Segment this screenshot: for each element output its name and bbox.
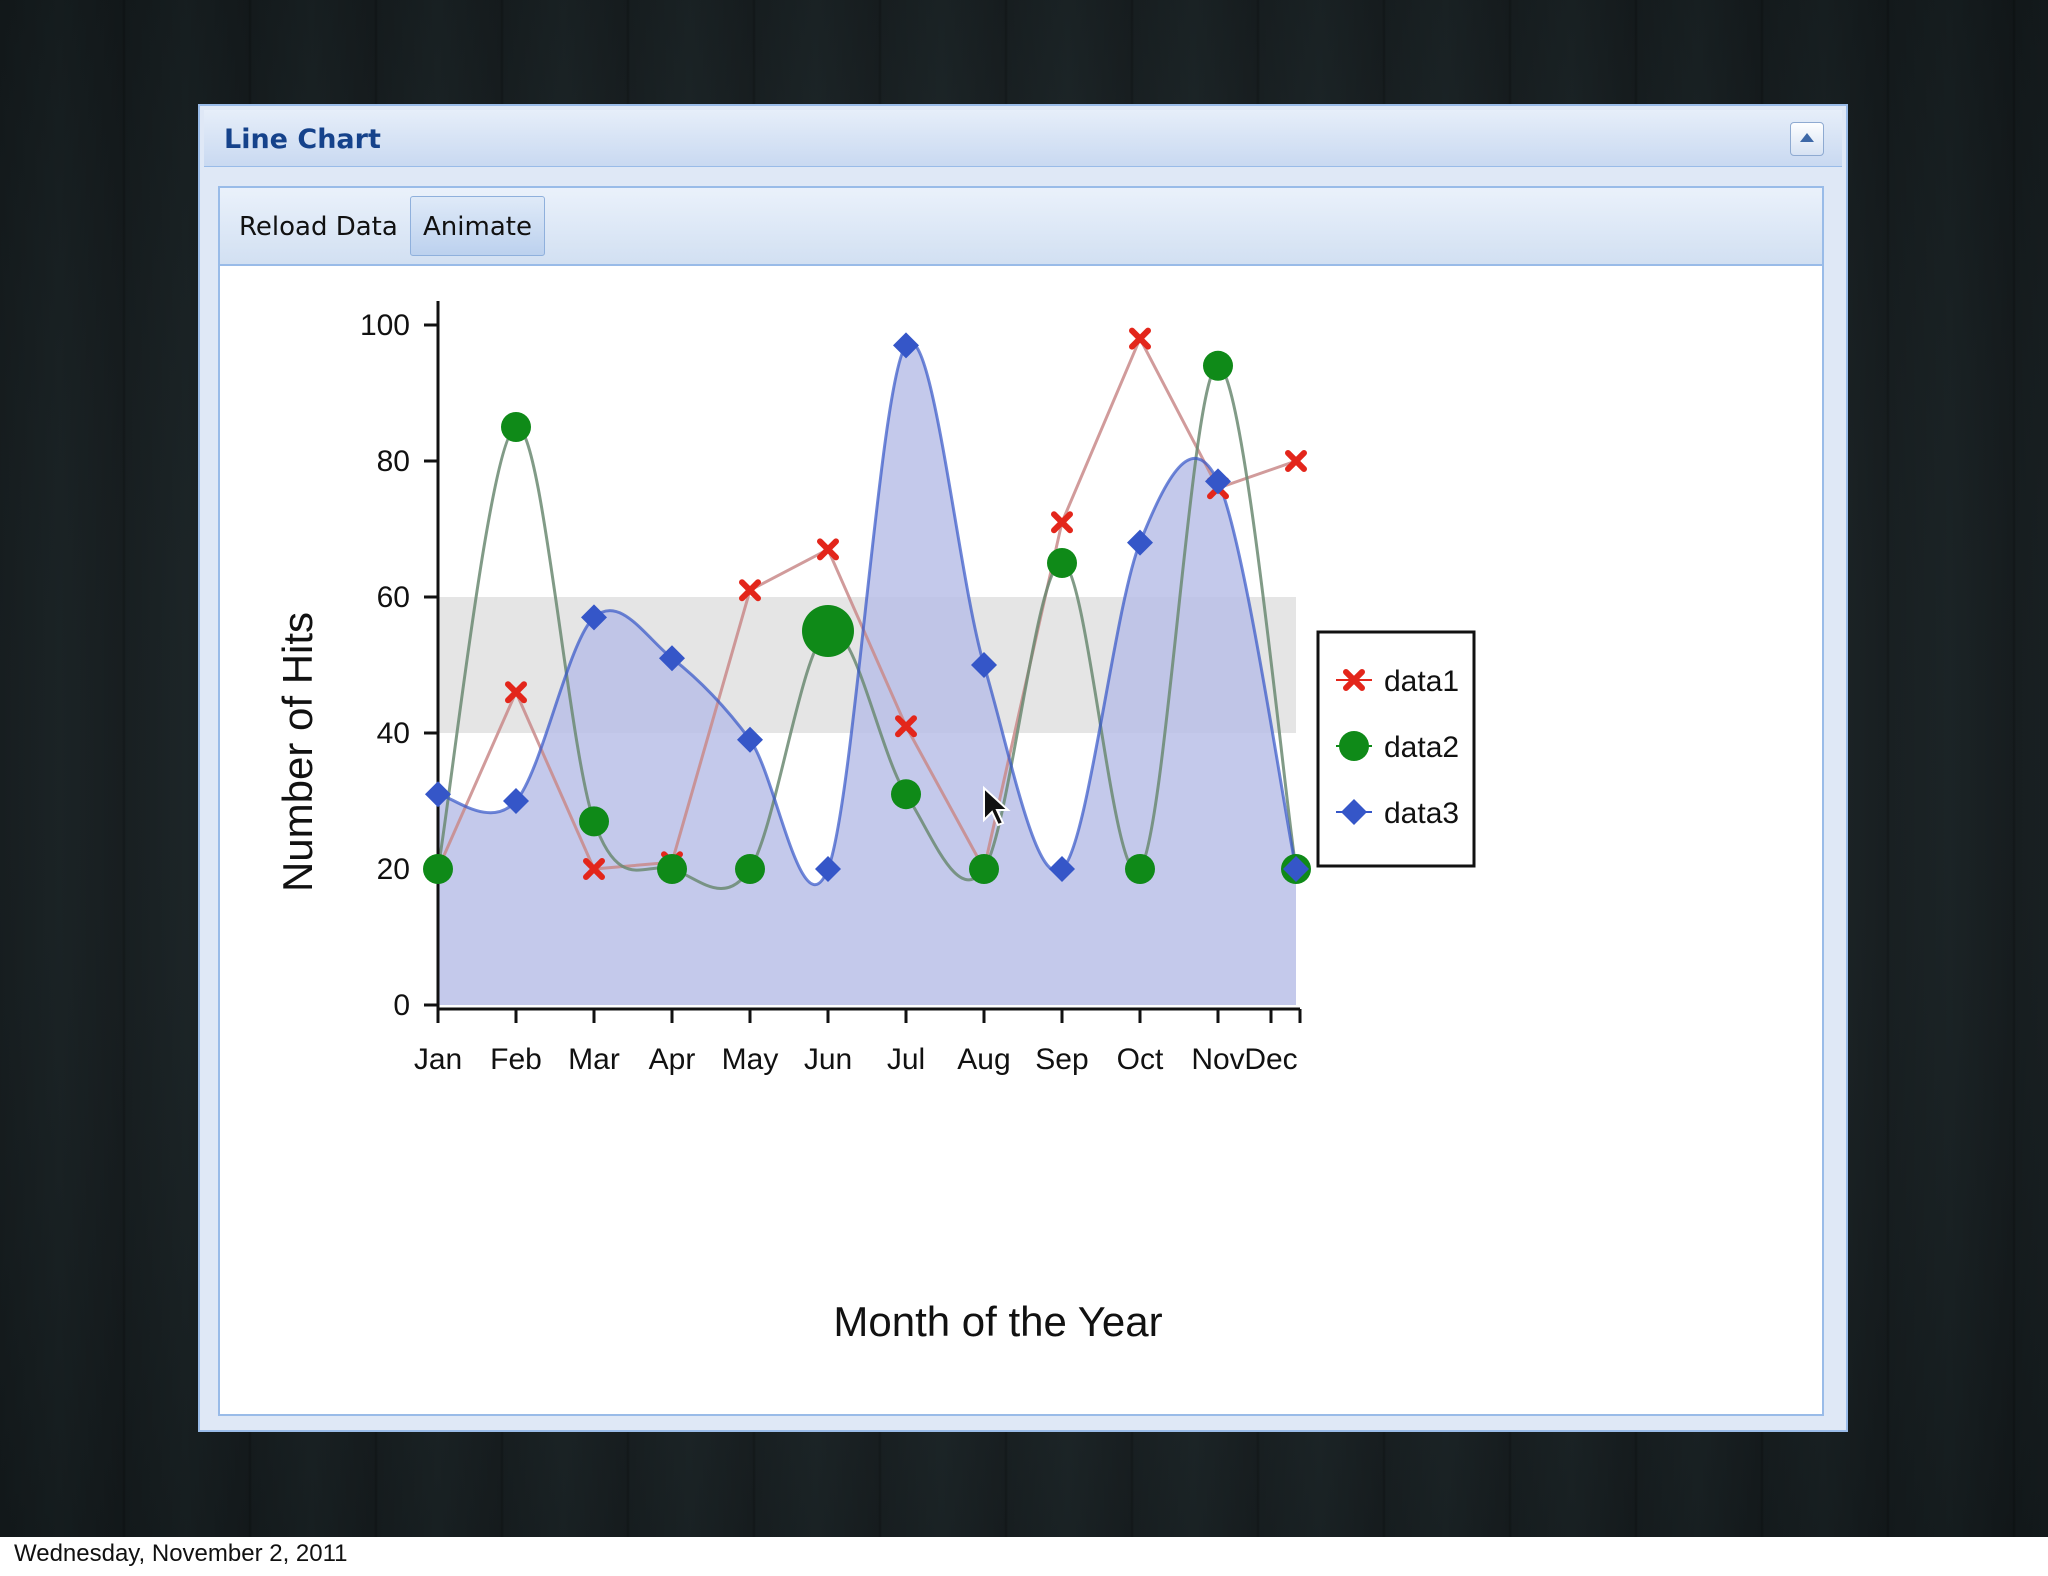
line-data1 — [436, 335, 1297, 874]
series-markers — [423, 327, 1311, 884]
point-data3-jun — [815, 856, 841, 882]
point-data2-feb — [501, 412, 531, 442]
point-data2-jul — [891, 779, 921, 810]
x-tick-label: Nov — [1191, 1043, 1244, 1076]
slide-background: Line Chart Reload Data Animate 0 20 40 60 80… — [0, 0, 2048, 1537]
point-data3-aug — [971, 652, 997, 678]
point-data2-jun — [802, 605, 854, 657]
y-axis-label: Number of Hits — [274, 612, 321, 892]
point-data3-mar — [581, 604, 607, 631]
y-tick-label: 100 — [360, 309, 410, 342]
collapse-button[interactable] — [1790, 122, 1824, 156]
mouse-cursor-icon — [983, 785, 1011, 827]
point-data3-dec — [1283, 856, 1309, 882]
reload-data-button[interactable]: Reload Data — [239, 212, 398, 242]
legend: data1 data2 data3 — [1316, 630, 1476, 868]
point-data3-oct — [1127, 529, 1153, 556]
legend-label-data1: data1 — [1384, 665, 1459, 698]
point-data2-aug — [969, 854, 999, 884]
x-tick-label: Dec — [1244, 1043, 1297, 1076]
axes: 0 20 40 60 80 100 Jan Feb Mar Apr May Jun Jul Aug Sep O… — [360, 301, 1302, 1076]
x-axis-label: Month of the Year — [833, 1298, 1162, 1345]
legend-label-data2: data2 — [1384, 731, 1459, 764]
area-layer — [438, 342, 1296, 1005]
area-data3 — [438, 342, 1296, 1005]
point-data2-mar — [579, 806, 609, 837]
x-tick-label: Feb — [490, 1043, 542, 1076]
point-data1-oct — [1129, 327, 1151, 350]
point-data2-nov — [1203, 350, 1233, 381]
point-data1-mar — [583, 858, 605, 880]
point-data2-apr — [657, 854, 687, 884]
point-data3-sep — [1049, 856, 1075, 882]
panel-header: Line Chart — [204, 110, 1842, 167]
panel-title: Line Chart — [224, 124, 381, 155]
x-tick-label: Jan — [414, 1043, 462, 1076]
point-data2-may — [735, 854, 765, 884]
point-data2-jan — [423, 854, 453, 884]
legend-marker-data3 — [1341, 799, 1367, 825]
point-data2-oct — [1125, 854, 1155, 884]
point-data3-apr — [659, 645, 685, 672]
date-caption: Wednesday, November 2, 2011 — [14, 1540, 348, 1567]
x-tick-label: Apr — [649, 1043, 696, 1076]
point-data3-jul — [893, 332, 919, 359]
point-data2-sep — [1047, 548, 1077, 578]
chevron-up-icon — [1800, 133, 1814, 142]
point-data1-may — [739, 579, 761, 602]
legend-label-data3: data3 — [1384, 797, 1459, 830]
point-data3-jan — [425, 781, 451, 808]
legend-marker-data1 — [1343, 669, 1365, 691]
x-tick-label: Mar — [568, 1043, 620, 1076]
x-tick-label: Sep — [1035, 1043, 1088, 1076]
y-tick-label: 60 — [377, 581, 410, 614]
line-chart: 0 20 40 60 80 100 Jan Feb Mar Apr May Jun Jul Aug Sep O… — [274, 301, 1476, 1345]
x-tick-label: Aug — [957, 1043, 1010, 1076]
chart-panel: Line Chart Reload Data Animate 0 20 40 60 80… — [198, 104, 1848, 1432]
point-data3-nov — [1205, 468, 1231, 495]
point-data1-dec — [1285, 450, 1307, 472]
y-tick-label: 40 — [377, 717, 410, 750]
toolbar: Reload Data Animate — [220, 188, 1822, 266]
point-data3-may — [737, 726, 763, 753]
point-data1-feb — [505, 681, 527, 704]
y-tick-label: 0 — [393, 989, 410, 1022]
x-tick-label: Jul — [887, 1043, 925, 1076]
y-tick-label: 80 — [377, 445, 410, 478]
point-data3-feb — [503, 788, 529, 814]
y-tick-label: 20 — [377, 853, 410, 886]
point-data1-jul — [895, 715, 917, 738]
x-tick-label: Oct — [1117, 1043, 1164, 1076]
legend-marker-data2 — [1339, 731, 1369, 761]
point-data1-sep — [1051, 511, 1073, 534]
x-tick-label: Jun — [804, 1043, 852, 1076]
x-tick-label: May — [722, 1043, 779, 1076]
animate-button[interactable]: Animate — [410, 196, 545, 256]
point-data1-jun — [817, 538, 839, 561]
panel-body: Reload Data Animate 0 20 40 60 80 100 Jan Feb Ma… — [218, 186, 1824, 1416]
